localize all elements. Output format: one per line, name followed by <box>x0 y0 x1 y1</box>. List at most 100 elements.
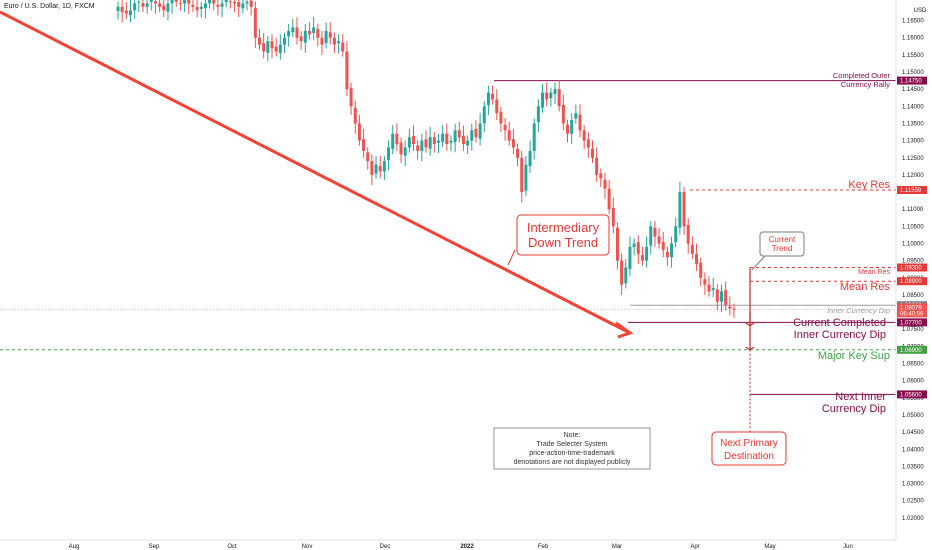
candle-body <box>632 243 636 247</box>
candle-body <box>590 148 594 158</box>
candle-body <box>657 236 661 244</box>
candle-body <box>241 3 245 9</box>
candle <box>615 222 619 270</box>
candle-body <box>457 130 461 138</box>
candle <box>341 33 345 57</box>
candle-body <box>491 93 495 100</box>
major-sup-price <box>897 345 927 354</box>
candle-body <box>470 130 474 141</box>
countdown-text: 06:40:56 <box>900 311 924 317</box>
candle-body <box>557 89 561 107</box>
candle-body <box>436 140 440 143</box>
x-tick: Apr <box>690 544 699 550</box>
y-tick: 1.10500 <box>902 224 924 230</box>
candle <box>370 154 374 186</box>
y-tick: 1.13000 <box>902 139 924 145</box>
candle <box>195 0 199 18</box>
candle-body <box>478 123 482 139</box>
candle <box>611 197 615 234</box>
candle-body <box>665 251 669 258</box>
candle <box>449 135 453 152</box>
candle-body <box>586 139 590 148</box>
candle <box>682 186 686 235</box>
candle-body <box>195 6 199 11</box>
candle-body <box>603 179 607 189</box>
candle <box>191 0 195 13</box>
x-tick: May <box>764 544 775 550</box>
candle-body <box>636 242 640 254</box>
y-tick: 1.02500 <box>902 499 924 505</box>
candle <box>603 172 607 199</box>
destination-box <box>711 431 787 466</box>
candle-body <box>258 37 262 45</box>
candle <box>432 132 436 153</box>
candle-body <box>303 30 307 43</box>
candle-body <box>416 145 420 151</box>
candle-body <box>366 152 370 162</box>
candle-body <box>699 262 703 278</box>
price-axis-bg <box>896 0 932 550</box>
candle <box>653 220 657 247</box>
candle <box>532 118 536 160</box>
candle <box>645 236 649 268</box>
candles <box>116 0 736 318</box>
candle <box>332 32 336 54</box>
candle-body <box>728 306 732 309</box>
level-lines <box>0 80 896 395</box>
candle-body <box>720 291 724 302</box>
candle <box>120 0 124 23</box>
time-axis: Aug Sep Oct Nov Dec 2022 Feb Mar Apr May Jun <box>0 539 896 550</box>
candle-body <box>649 226 653 246</box>
next-inner-text-1: Next Inner <box>835 391 886 403</box>
candle <box>166 0 170 21</box>
candle-body <box>536 106 540 123</box>
candle <box>536 99 540 133</box>
candle <box>703 272 707 295</box>
candle-body <box>307 30 311 35</box>
candle-body <box>624 267 628 284</box>
candle <box>665 246 669 266</box>
candle-body <box>599 173 603 179</box>
candle <box>324 22 328 49</box>
candle-body <box>407 137 411 148</box>
candle-body <box>199 6 203 9</box>
completed-text-1: Current Completed <box>793 317 886 329</box>
candle <box>499 106 503 133</box>
candle <box>503 117 507 141</box>
candle <box>312 17 316 40</box>
mean-res-text: Mean Res <box>840 281 891 293</box>
candle <box>278 34 282 60</box>
candle <box>466 135 470 154</box>
candle <box>391 125 395 154</box>
candle-body <box>320 37 324 45</box>
candle <box>570 113 574 145</box>
y-tick: 1.03000 <box>902 482 924 488</box>
y-tick: 1.04000 <box>902 447 924 453</box>
candle-body <box>503 124 507 131</box>
candle-body <box>424 139 428 148</box>
candle <box>599 168 603 187</box>
candle-body <box>220 3 224 7</box>
x-tick: Feb <box>538 544 549 550</box>
candle <box>528 140 532 173</box>
candle-body <box>441 133 445 142</box>
key-res-text: Key Res <box>848 179 890 191</box>
candle <box>299 31 303 50</box>
candle-body <box>137 1 141 3</box>
candle-body <box>228 1 232 3</box>
candle-body <box>690 244 694 254</box>
candle-body <box>432 137 436 145</box>
candle <box>328 21 332 45</box>
candle <box>262 32 266 59</box>
candle-body <box>495 99 499 114</box>
candle-body <box>291 27 295 33</box>
current-trend-pointer <box>751 255 766 271</box>
candle-body <box>611 207 615 227</box>
candle-body <box>707 284 711 292</box>
x-tick: Dec <box>380 544 391 550</box>
candle-body <box>520 157 524 193</box>
candle <box>453 123 457 153</box>
candle <box>549 87 553 107</box>
candle <box>178 0 182 11</box>
